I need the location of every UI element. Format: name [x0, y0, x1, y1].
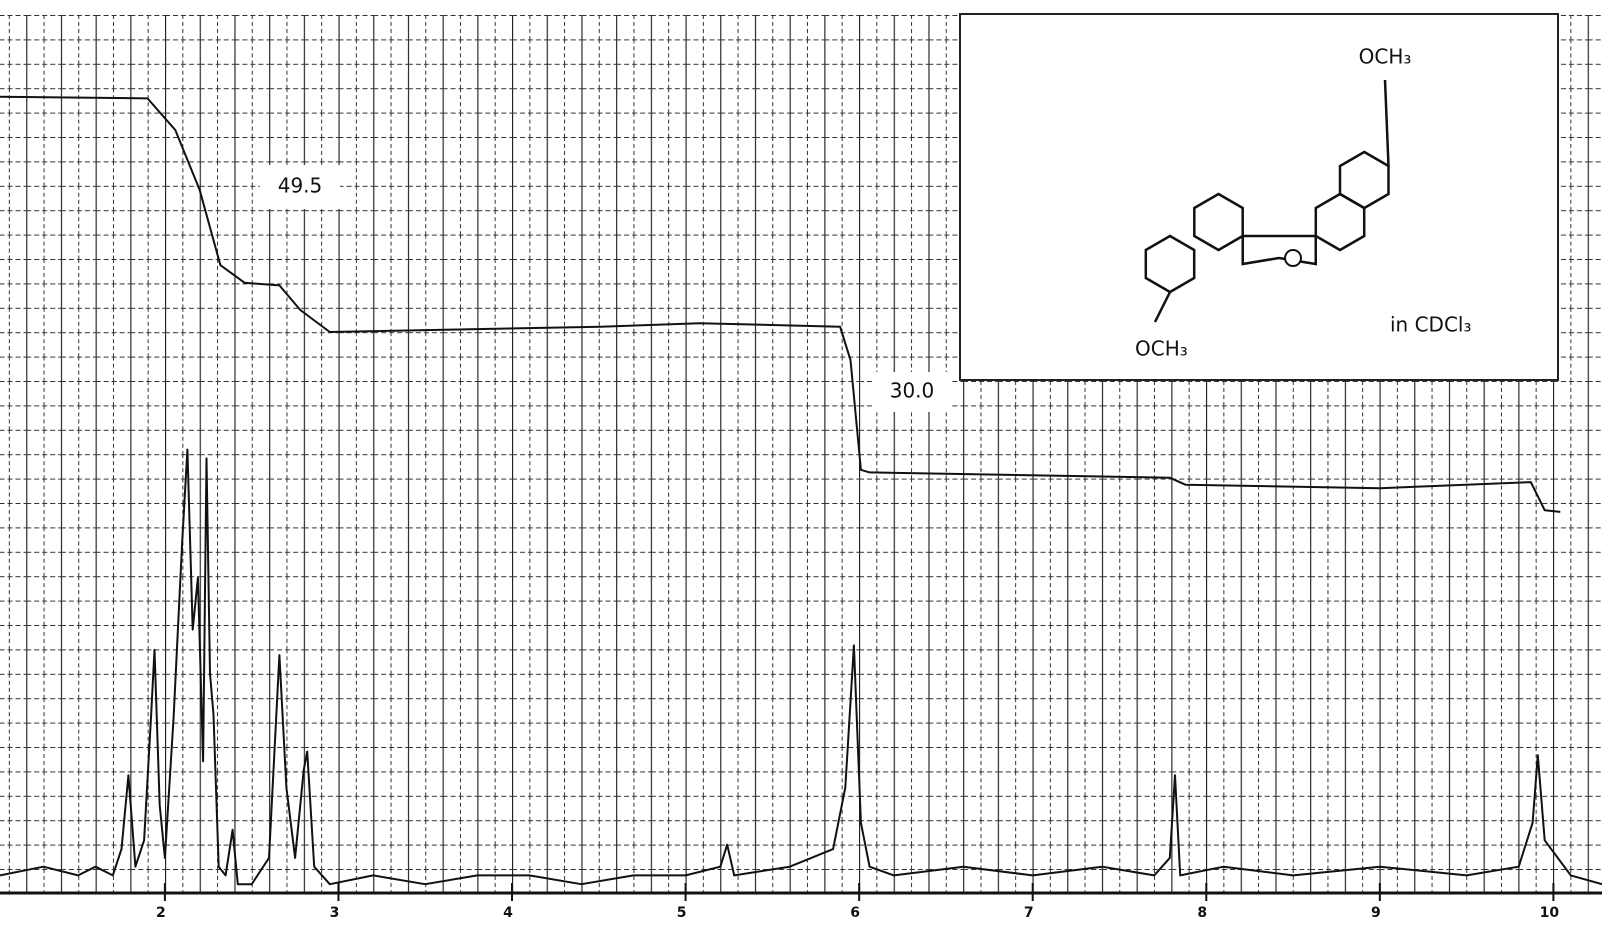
x-tick-label: 6 [850, 905, 860, 921]
x-tick-label: 10 [1540, 905, 1560, 921]
integral-trace [0, 95, 1561, 513]
structure-inset: OCH₃ OCH₃ in CDCl₃ [959, 13, 1559, 381]
x-tick-label: 3 [330, 905, 340, 921]
bond [1153, 291, 1172, 323]
annotation-box [872, 372, 952, 412]
ring [1193, 192, 1244, 252]
x-tick-label: 7 [1024, 905, 1034, 921]
annotation-box [260, 165, 340, 209]
structure-label: OCH₃ [1359, 45, 1412, 69]
integral-label: 49.5 [278, 174, 323, 198]
oxygen [1284, 249, 1302, 267]
integral-label: 30.0 [890, 379, 935, 403]
inset-box [959, 13, 1559, 381]
structure-label: in CDCl₃ [1390, 313, 1472, 337]
bond [1383, 79, 1390, 167]
x-tick-label: 9 [1371, 905, 1381, 921]
x-tick-label: 8 [1197, 905, 1207, 921]
x-tick-label: 4 [503, 905, 513, 921]
spectrum-trace [0, 448, 1602, 886]
structure-label: OCH₃ [1135, 337, 1188, 361]
x-tick-label: 5 [677, 905, 687, 921]
x-tick-label: 2 [156, 905, 166, 921]
